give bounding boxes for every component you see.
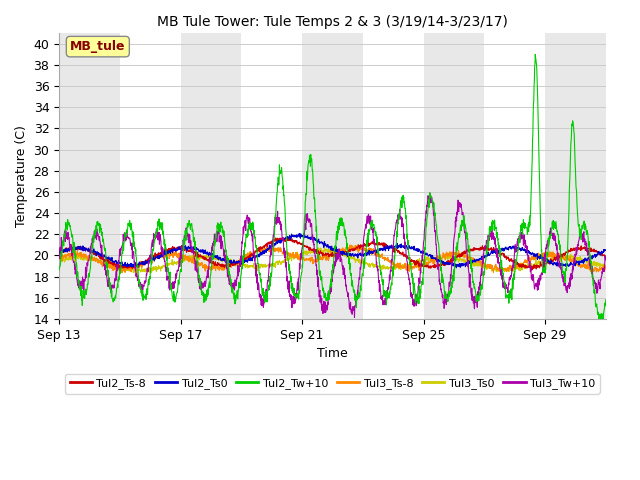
Text: MB_tule: MB_tule [70, 40, 125, 53]
Bar [424, 33, 484, 319]
Bar [302, 33, 363, 319]
X-axis label: Time: Time [317, 348, 348, 360]
Title: MB Tule Tower: Tule Temps 2 & 3 (3/19/14-3/23/17): MB Tule Tower: Tule Temps 2 & 3 (3/19/14… [157, 15, 508, 29]
Bar [59, 33, 120, 319]
Bar [545, 33, 606, 319]
Y-axis label: Temperature (C): Temperature (C) [15, 125, 28, 227]
Bar [180, 33, 241, 319]
Legend: Tul2_Ts-8, Tul2_Ts0, Tul2_Tw+10, Tul3_Ts-8, Tul3_Ts0, Tul3_Tw+10: Tul2_Ts-8, Tul2_Ts0, Tul2_Tw+10, Tul3_Ts… [65, 374, 600, 394]
